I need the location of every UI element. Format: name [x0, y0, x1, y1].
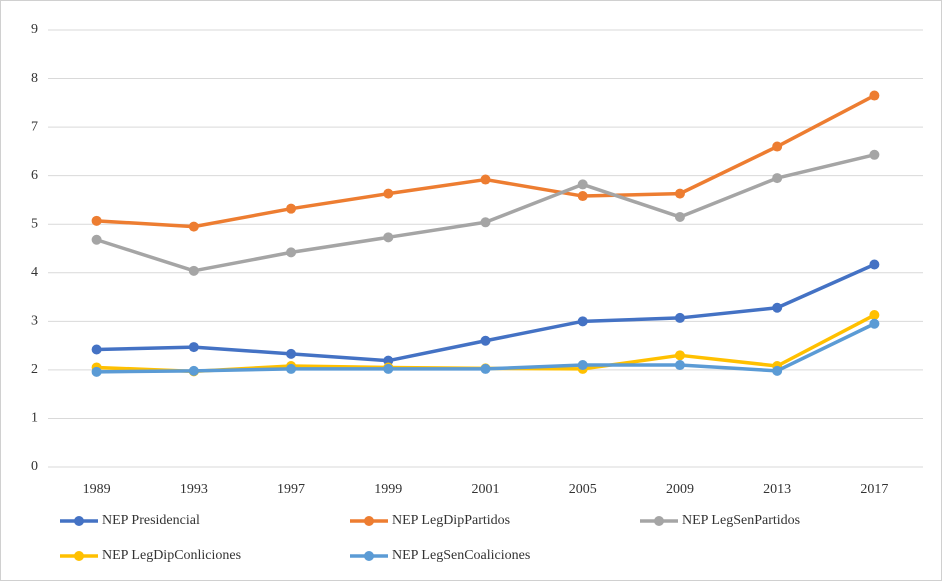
- data-point: [91, 215, 102, 226]
- data-point: [577, 191, 588, 202]
- y-tick-label: 0: [31, 459, 38, 474]
- data-point: [480, 335, 491, 346]
- data-point: [480, 363, 491, 374]
- x-tick-label: 2005: [569, 482, 597, 497]
- x-tick-label: 2017: [860, 482, 888, 497]
- legend-label: NEP LegDipConliciones: [102, 548, 241, 563]
- y-tick-label: 6: [31, 168, 38, 183]
- data-point: [480, 217, 491, 228]
- y-tick-label: 2: [31, 362, 38, 377]
- x-tick-label: 1999: [374, 482, 402, 497]
- data-point: [869, 149, 880, 160]
- data-point: [869, 259, 880, 270]
- data-point: [286, 363, 297, 374]
- y-tick-label: 4: [31, 265, 38, 280]
- data-point: [188, 265, 199, 276]
- data-point: [869, 318, 880, 329]
- data-point: [286, 247, 297, 258]
- legend-marker: [654, 516, 664, 526]
- data-point: [383, 188, 394, 199]
- y-tick-label: 5: [31, 216, 38, 231]
- data-point: [869, 310, 880, 321]
- y-tick-label: 3: [31, 314, 38, 329]
- legend-marker: [74, 551, 84, 561]
- data-point: [91, 234, 102, 245]
- legend-label: NEP LegDipPartidos: [392, 513, 510, 528]
- x-tick-label: 1997: [277, 482, 305, 497]
- data-point: [772, 365, 783, 376]
- legend-marker: [364, 516, 374, 526]
- legend-label: NEP LegSenPartidos: [682, 513, 800, 528]
- x-tick-label: 1993: [180, 482, 208, 497]
- data-point: [772, 141, 783, 152]
- data-point: [674, 211, 685, 222]
- data-point: [577, 316, 588, 327]
- data-point: [188, 221, 199, 232]
- data-point: [674, 188, 685, 199]
- data-point: [674, 350, 685, 361]
- x-tick-label: 2013: [763, 482, 791, 497]
- y-tick-label: 8: [31, 71, 38, 86]
- legend-label: NEP LegSenCoaliciones: [392, 548, 530, 563]
- data-point: [577, 360, 588, 371]
- data-point: [577, 179, 588, 190]
- data-point: [383, 363, 394, 374]
- y-tick-label: 7: [31, 119, 38, 134]
- data-point: [286, 348, 297, 359]
- data-point: [772, 173, 783, 184]
- data-point: [188, 365, 199, 376]
- data-point: [188, 342, 199, 353]
- data-point: [869, 90, 880, 101]
- y-tick-label: 1: [31, 411, 38, 426]
- data-point: [772, 302, 783, 313]
- data-point: [480, 174, 491, 185]
- data-point: [383, 232, 394, 243]
- data-point: [674, 312, 685, 323]
- x-tick-label: 2001: [472, 482, 500, 497]
- x-tick-label: 1989: [83, 482, 111, 497]
- legend-marker: [364, 551, 374, 561]
- legend-marker: [74, 516, 84, 526]
- data-point: [286, 203, 297, 214]
- legend-label: NEP Presidencial: [102, 513, 200, 528]
- data-point: [674, 360, 685, 371]
- x-tick-label: 2009: [666, 482, 694, 497]
- y-tick-label: 9: [31, 22, 38, 37]
- data-point: [91, 344, 102, 355]
- data-point: [91, 366, 102, 377]
